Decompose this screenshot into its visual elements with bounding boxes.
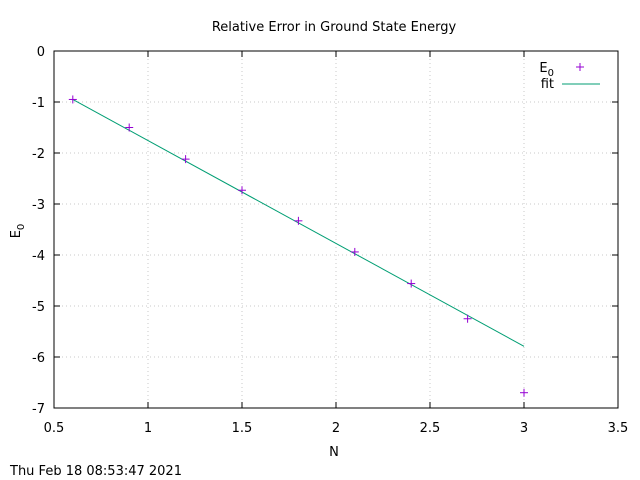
plot-frame	[53, 50, 619, 409]
y-tick-label: -2	[32, 147, 45, 162]
data-points	[68, 95, 528, 397]
y-axis-title-base: E	[9, 230, 24, 238]
timestamp: Thu Feb 18 08:53:47 2021	[9, 464, 182, 479]
data-point	[407, 279, 416, 288]
data-point	[463, 314, 472, 323]
legend-label-e0-sub: 0	[548, 68, 554, 79]
y-tick-label: -6	[32, 351, 45, 366]
data-point	[68, 95, 77, 104]
x-tick-label: 2.5	[420, 421, 441, 436]
y-tick-label: -4	[32, 249, 45, 264]
data-point	[520, 388, 528, 397]
data-point	[125, 123, 134, 132]
data-point	[238, 186, 246, 195]
x-tick-label: 3	[520, 421, 528, 436]
legend-label-fit: fit	[541, 77, 554, 92]
x-axis-title: N	[329, 445, 339, 460]
x-tick-label: 0.5	[44, 421, 65, 436]
legend: E0 fit	[539, 61, 600, 92]
y-tick-label: -7	[32, 402, 45, 417]
y-tick-label: -1	[32, 96, 45, 111]
chart-title: Relative Error in Ground State Energy	[212, 20, 457, 35]
axis-ticks: 0.5 1 1.5 2 2.5 3 3.5 0 -1 -2 -3 -4 -5 -6 -7	[32, 45, 628, 436]
data-point	[350, 247, 359, 256]
y-tick-label: -3	[32, 198, 45, 213]
x-tick-label: 2	[332, 421, 340, 436]
grid	[54, 51, 618, 408]
data-point	[294, 216, 303, 225]
legend-marker-e0	[576, 63, 584, 71]
legend-label-e0: E0	[539, 61, 554, 79]
data-point	[181, 155, 190, 164]
x-tick-label: 3.5	[608, 421, 629, 436]
legend-label-e0-base: E	[539, 61, 547, 76]
x-tick-label: 1	[144, 421, 152, 436]
y-tick-label: -5	[32, 300, 45, 315]
legend-marker-plus	[576, 63, 584, 71]
y-tick-label: 0	[37, 45, 45, 60]
y-axis-title-sub: 0	[16, 224, 27, 230]
x-tick-label: 1.5	[232, 421, 253, 436]
y-axis-title: E0	[9, 224, 27, 239]
